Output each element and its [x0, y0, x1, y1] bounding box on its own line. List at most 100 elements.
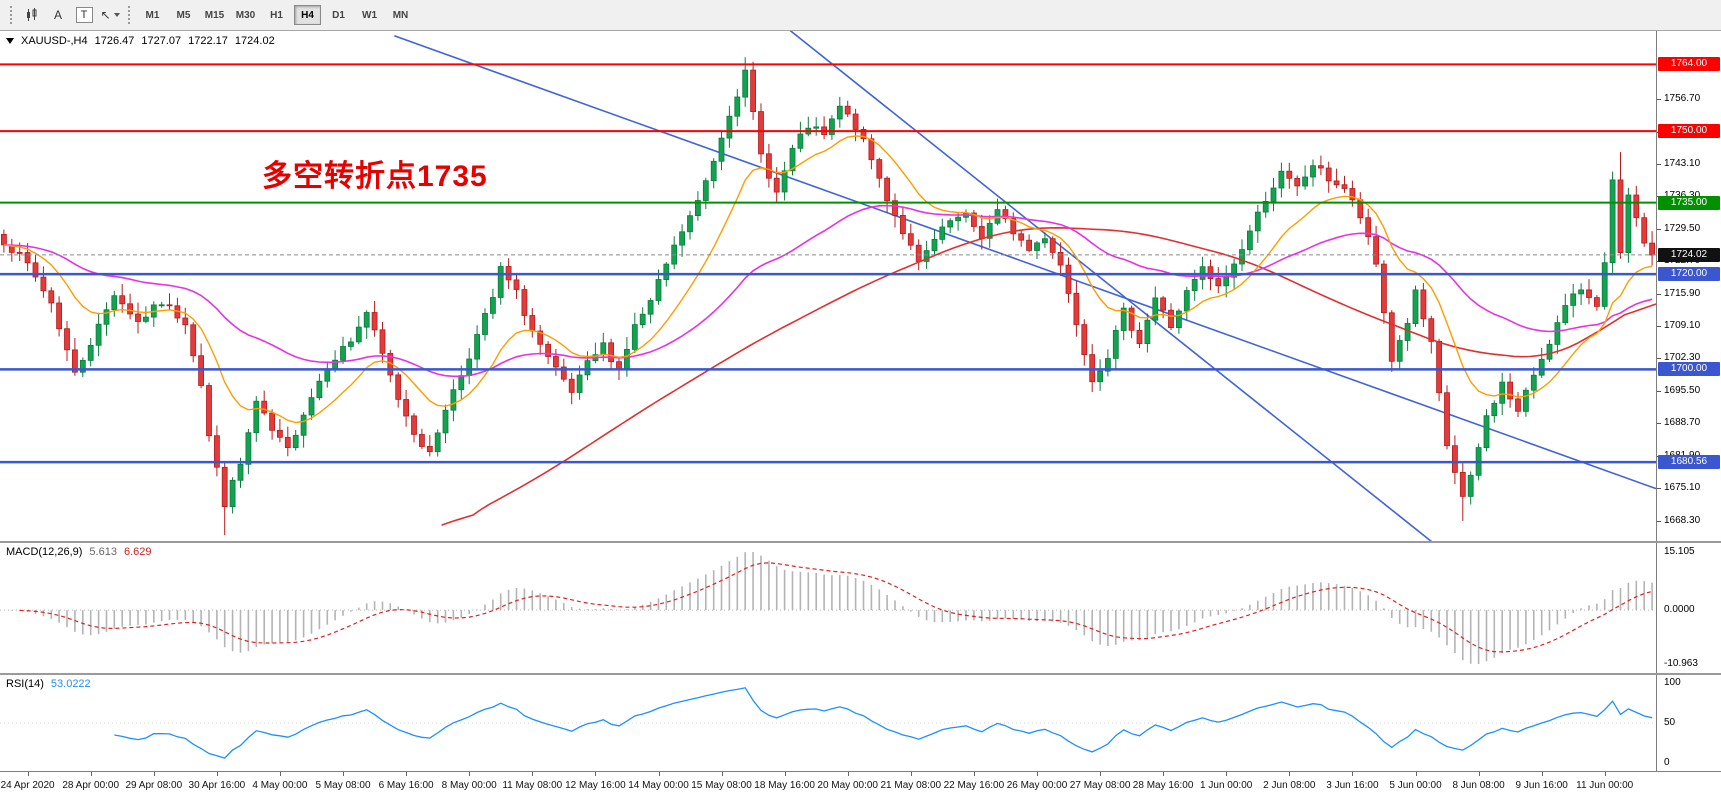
rsi-label: RSI(14) [6, 678, 44, 690]
candlestick-chart[interactable] [0, 31, 1656, 541]
time-axis-tickmark [1604, 772, 1606, 776]
time-axis-label: 8 May 00:00 [441, 780, 497, 791]
text-label-tool-button[interactable]: T [72, 4, 96, 26]
rsi-line-chart[interactable] [0, 675, 1656, 771]
toolbar-grip[interactable] [10, 6, 14, 24]
scale-tick-label: 1736.30 [1664, 190, 1700, 202]
pane-resize-handle[interactable] [0, 541, 1721, 543]
timeframe-h1-button[interactable]: H1 [263, 5, 290, 25]
scale-tick-label: 50 [1664, 717, 1676, 728]
scale-tick-label: 1756.70 [1664, 93, 1701, 104]
scale-tickmark [1657, 164, 1661, 165]
main-chart-pane: XAUUSD-,H4 1726.47 1727.07 1722.17 1724.… [0, 31, 1721, 541]
time-axis-tickmark [595, 772, 597, 776]
macd-scale[interactable]: 15.105 0.0000 -10.963 [1656, 543, 1721, 673]
rsi-chart-area[interactable]: RSI(14) 53.0222 [0, 675, 1656, 771]
scale-tick-label: 1688.70 [1664, 417, 1701, 428]
timeframe-d1-button[interactable]: D1 [325, 5, 352, 25]
time-axis-tickmark [1226, 772, 1228, 776]
time-axis[interactable]: 24 Apr 2020 28 Apr 00:00 29 Apr 08:00 30 Ap… [0, 771, 1721, 796]
time-axis-label: 1 Jun 00:00 [1200, 780, 1253, 791]
toolbar-left-tools: A T ↖ [20, 4, 122, 26]
macd-header: MACD(12,26,9) 5.613 6.629 [6, 546, 151, 558]
ohlc-header: XAUUSD-,H4 1726.47 1727.07 1722.17 1724.… [6, 35, 275, 47]
time-axis-tickmark [153, 772, 155, 776]
scale-tickmark [1657, 488, 1661, 489]
timeframe-m15-button[interactable]: M15 [201, 5, 228, 25]
time-axis-label: 12 May 16:00 [565, 780, 626, 791]
rsi-scale[interactable]: 100 50 0 [1656, 675, 1721, 771]
scale-tick-label: 0.0000 [1664, 604, 1695, 615]
drawing-arrow-tool-button[interactable]: ↖ [98, 4, 122, 26]
timeframe-h4-button[interactable]: H4 [294, 5, 321, 25]
timeframe-w1-button[interactable]: W1 [356, 5, 383, 25]
toolbar-grip-2[interactable] [128, 6, 132, 24]
time-axis-label: 5 May 08:00 [315, 780, 371, 791]
time-axis-label: 24 Apr 2020 [0, 780, 55, 791]
scale-tick-label: 1743.10 [1664, 158, 1701, 169]
time-axis-tickmark [469, 772, 471, 776]
time-axis-tickmark [90, 772, 92, 776]
chart-objects-tool-button[interactable] [20, 4, 44, 26]
price-chart-area[interactable]: XAUUSD-,H4 1726.47 1727.07 1722.17 1724.… [0, 31, 1656, 541]
time-axis-tickmark [973, 772, 975, 776]
price-scale[interactable]: 1756.701749.901743.101736.301729.501722.… [1656, 31, 1721, 541]
text-tool-icon: T [75, 7, 93, 23]
candlestick-icon [27, 8, 37, 21]
level-price-badge: 1680.56 [1658, 455, 1720, 470]
scale-tick-label: 1668.30 [1664, 515, 1701, 526]
scale-tickmark [1657, 294, 1661, 295]
time-axis-label: 9 Jun 16:00 [1515, 780, 1568, 791]
scale-tick-label: 0 [1664, 757, 1670, 768]
time-axis-tickmark [216, 772, 218, 776]
scale-tickmark [1657, 358, 1661, 359]
macd-chart-area[interactable]: MACD(12,26,9) 5.613 6.629 [0, 543, 1656, 673]
time-axis-tickmark [784, 772, 786, 776]
time-axis-tickmark [1100, 772, 1102, 776]
scale-tickmark [1657, 229, 1661, 230]
time-axis-label: 14 May 00:00 [628, 780, 689, 791]
time-axis-label: 28 Apr 00:00 [62, 780, 120, 791]
time-axis-label: 30 Apr 16:00 [188, 780, 246, 791]
scale-tick-label: 1709.10 [1664, 320, 1701, 331]
macd-histogram-chart[interactable] [0, 543, 1656, 673]
time-axis-label: 4 May 00:00 [252, 780, 308, 791]
time-axis-label: 6 May 16:00 [378, 780, 434, 791]
symbol-timeframe-label: XAUUSD-,H4 [21, 35, 88, 47]
time-axis-tickmark [910, 772, 912, 776]
ohlc-low: 1722.17 [188, 35, 228, 47]
time-axis-tickmark [1037, 772, 1038, 776]
rsi-pane: RSI(14) 53.0222 100 50 0 [0, 675, 1721, 771]
macd-label: MACD(12,26,9) [6, 546, 83, 558]
time-axis-tickmark [27, 772, 29, 776]
time-axis-label: 8 Jun 08:00 [1452, 780, 1505, 791]
scale-tick-label: 1675.10 [1664, 482, 1701, 493]
chart-annotation-text: 多空转折点1735 [262, 160, 488, 193]
time-axis-tickmark [1415, 772, 1417, 776]
timeframe-m1-button[interactable]: M1 [139, 5, 166, 25]
scale-tickmark [1657, 326, 1661, 327]
timeframe-toolbar: M1 M5 M15 M30 H1 H4 D1 W1 MN [138, 5, 415, 25]
time-axis-tickmark [1541, 772, 1543, 776]
time-axis-label: 18 May 16:00 [754, 780, 815, 791]
time-axis-label: 2 Jun 08:00 [1263, 780, 1316, 791]
toolbar: A T ↖ M1 M5 M15 M30 H1 H4 D1 W1 MN [0, 0, 1721, 31]
time-axis-label: 21 May 08:00 [880, 780, 942, 791]
time-axis-tickmark [847, 772, 849, 776]
time-axis-label: 20 May 00:00 [817, 780, 878, 791]
rsi-header: RSI(14) 53.0222 [6, 678, 91, 690]
pane-resize-handle-2[interactable] [0, 673, 1721, 675]
symbol-dropdown-icon[interactable] [6, 38, 14, 44]
time-axis-label: 3 Jun 16:00 [1326, 780, 1379, 791]
time-axis-tickmark [406, 772, 408, 776]
macd-value-signal: 6.629 [123, 546, 152, 558]
ohlc-high: 1727.07 [141, 35, 182, 47]
timeframe-m5-button[interactable]: M5 [170, 5, 197, 25]
annotation-letter-tool-button[interactable]: A [46, 4, 70, 26]
level-price-badge: 1750.00 [1658, 124, 1720, 139]
timeframe-mn-button[interactable]: MN [387, 5, 414, 25]
time-axis-tickmark [721, 772, 723, 776]
timeframe-m30-button[interactable]: M30 [232, 5, 259, 25]
scale-tick-label: 1715.90 [1664, 288, 1701, 299]
current-price-badge: 1724.02 [1658, 247, 1720, 262]
